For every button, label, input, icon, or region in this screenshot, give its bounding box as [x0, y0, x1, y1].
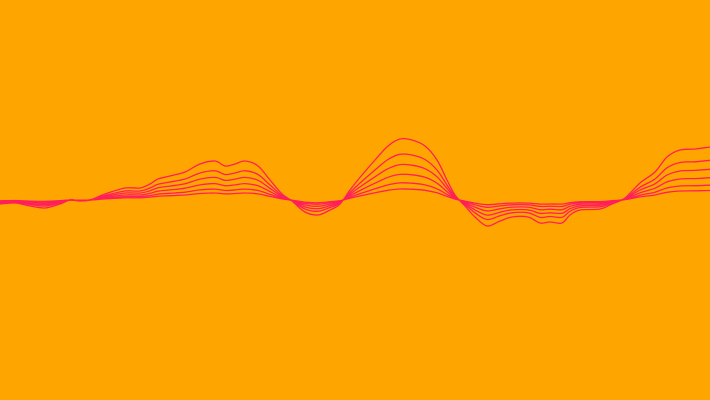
waveform-line-2 — [0, 182, 710, 208]
waveform-lines — [0, 137, 710, 227]
waveform-line-5 — [0, 153, 710, 221]
waveform-line-1 — [0, 188, 710, 206]
waveform-line-6 — [0, 137, 710, 227]
waveform-line-3 — [0, 173, 710, 212]
waveform-line-4 — [0, 163, 710, 216]
